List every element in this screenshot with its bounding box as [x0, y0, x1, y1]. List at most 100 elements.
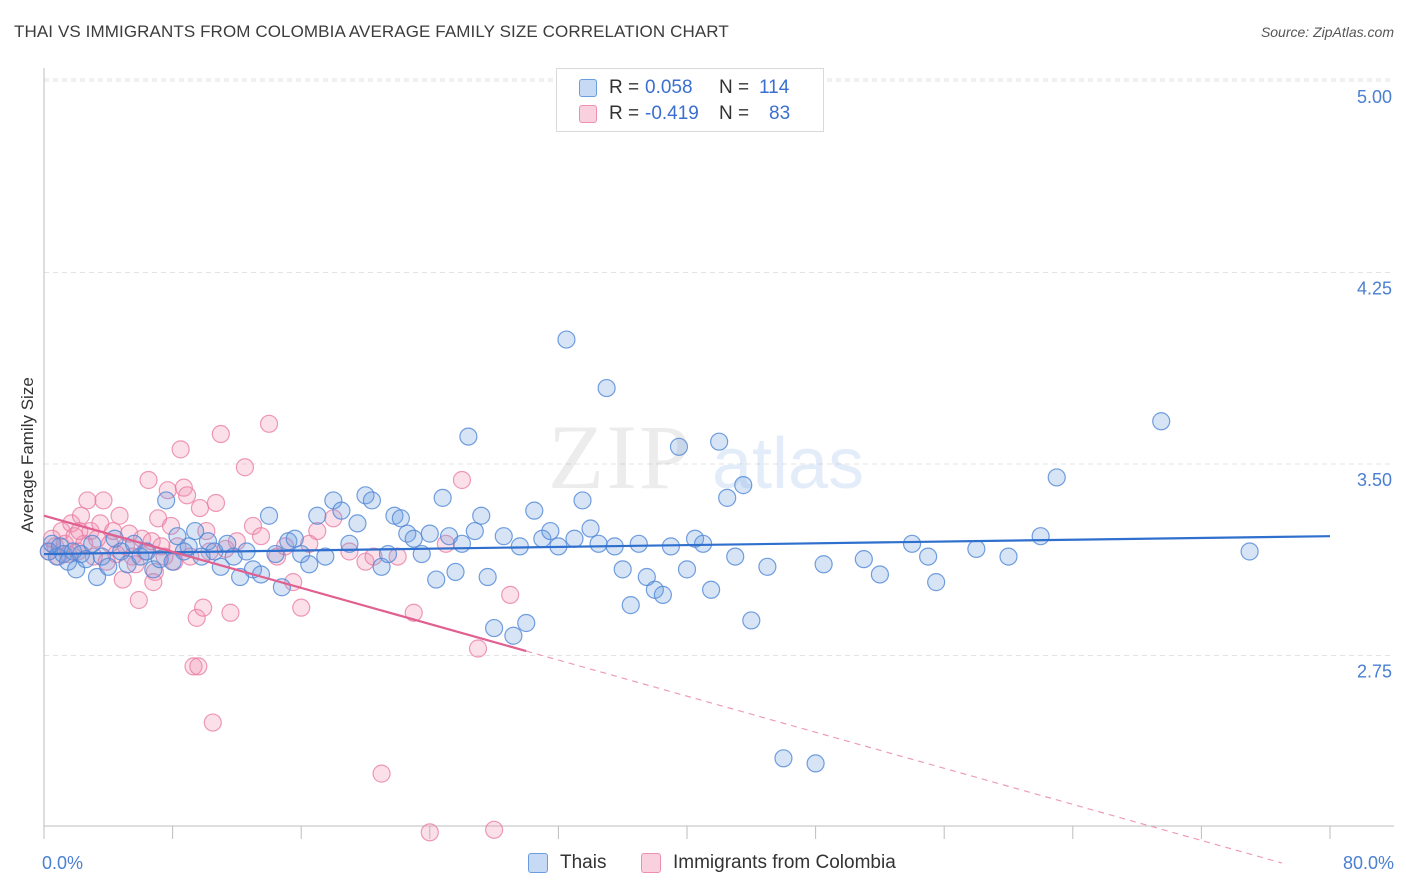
colombia-point [187, 608, 206, 627]
colombia-point [468, 639, 488, 658]
thais-point [557, 330, 576, 349]
thais-point [677, 560, 697, 579]
colombia-point [113, 570, 132, 589]
thais-r-value: 0.058 [645, 77, 693, 98]
colombia-point [71, 506, 91, 525]
legend-row-thais: R = 0.058 N = 114 [579, 76, 789, 100]
stats-legend: R = 0.058 N = 114 R = -0.419 N = 83 [556, 68, 824, 132]
thais-point [308, 506, 327, 525]
colombia-point [211, 424, 230, 444]
thais-point [621, 596, 640, 615]
thais-point [967, 539, 986, 559]
colombia-point [177, 486, 197, 505]
colombia-point [110, 506, 129, 525]
thais-point [581, 519, 600, 538]
thais-point [1152, 412, 1171, 431]
thais-point [1031, 527, 1050, 546]
colombia-point [206, 493, 226, 513]
watermark-atlas: atlas [712, 424, 864, 504]
thais-point [806, 754, 825, 773]
y-axis-title: Average Family Size [18, 377, 37, 533]
n-label: N = [719, 77, 750, 98]
n-label: N = [719, 103, 750, 124]
colombia-point [292, 598, 311, 617]
colombia-point [194, 598, 213, 617]
colombia-point [308, 521, 327, 541]
thais-point [478, 567, 497, 587]
thais-point [517, 613, 536, 633]
thais-points [39, 330, 1259, 773]
thais-point [597, 378, 616, 398]
thais-point [854, 550, 873, 569]
thais-point [629, 534, 648, 553]
thais-point [589, 534, 608, 553]
thais-point [465, 521, 484, 541]
colombia-point [78, 491, 97, 510]
thais-point [494, 527, 513, 546]
thais-point [710, 432, 729, 451]
thais-point [459, 427, 478, 446]
thais-point [285, 529, 304, 548]
thais-trend-line [43, 535, 1331, 556]
legend-row-colombia: R = -0.419 N = 83 [579, 102, 790, 126]
thais-point [362, 491, 382, 510]
colombia-legend-label: Immigrants from Colombia [673, 852, 896, 873]
r-label: R = [609, 103, 640, 124]
thais-point [525, 501, 544, 520]
thais-point [179, 537, 198, 556]
colombia-point [129, 590, 148, 610]
colombia-trend-extension [526, 650, 1282, 864]
thais-point [718, 488, 737, 507]
colombia-point [404, 603, 423, 622]
colombia-point [340, 542, 359, 561]
thais-point [316, 547, 335, 566]
thais-point [565, 529, 584, 548]
thais-point [198, 532, 218, 551]
thais-point [485, 618, 504, 638]
y-tick-label: 5.00 [1357, 87, 1392, 107]
thais-n-value: 114 [759, 77, 790, 98]
thais-point [446, 562, 465, 582]
thais-point [927, 573, 946, 592]
thais-point [340, 534, 359, 553]
colombia-point [420, 823, 439, 842]
axes [43, 68, 1394, 839]
colombia-point [161, 516, 181, 536]
x-tick-label-min: 0.0% [42, 853, 83, 873]
chart-title: THAI VS IMMIGRANTS FROM COLOMBIA AVERAGE… [14, 22, 729, 41]
series-legend-colombia: Immigrants from Colombia [641, 852, 896, 874]
colombia-point [203, 713, 222, 732]
thais-point [573, 491, 592, 510]
x-tick-label-max: 80.0% [1343, 853, 1394, 873]
colombia-point [171, 440, 190, 459]
thais-point [742, 611, 761, 630]
thais-point [348, 514, 367, 533]
y-tick-label: 3.50 [1357, 470, 1392, 490]
y-tick-label: 2.75 [1357, 661, 1392, 681]
thais-legend-swatch [528, 853, 548, 873]
thais-point [702, 580, 721, 599]
chart-source: Source: ZipAtlas.com [1260, 24, 1394, 40]
colombia-swatch [579, 105, 597, 123]
colombia-point [139, 470, 158, 490]
thais-point [669, 437, 689, 456]
colombia-point [221, 603, 240, 622]
thais-point [144, 560, 163, 579]
watermark-zip: ZIP [548, 406, 692, 508]
thais-point [1240, 542, 1259, 561]
colombia-point [184, 657, 203, 676]
thais-point [420, 524, 439, 543]
colombia-point [485, 820, 504, 839]
thais-point [332, 501, 351, 520]
colombia-point [452, 470, 472, 490]
colombia-trend-line [43, 514, 527, 653]
thais-point [391, 509, 410, 528]
thais-point [472, 506, 491, 525]
colombia-n-value: 83 [769, 103, 791, 124]
thais-point [1047, 468, 1066, 487]
colombia-point [189, 657, 208, 676]
colombia-point [501, 585, 520, 604]
thais-point [404, 529, 423, 548]
thais-point [87, 567, 107, 587]
r-label: R = [609, 77, 640, 98]
